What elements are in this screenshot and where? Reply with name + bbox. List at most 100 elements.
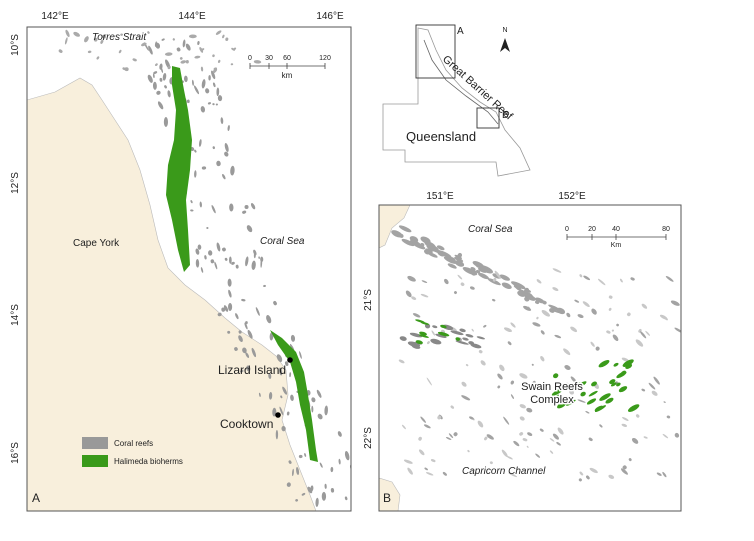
reef-shape: [469, 416, 474, 420]
reef-shape: [288, 460, 292, 464]
reef-shape: [221, 307, 226, 312]
legend-label: Halimeda bioherms: [114, 457, 183, 466]
reef-shape: [160, 67, 164, 73]
reef-shape: [588, 437, 593, 442]
reef-shape: [253, 249, 257, 256]
reef-shape: [507, 341, 512, 346]
reef-shape: [200, 106, 206, 113]
reef-shape: [211, 70, 216, 80]
reef-shape: [465, 334, 474, 338]
scale-bar: [566, 234, 667, 240]
lat-label: 22°S: [363, 427, 374, 449]
reef-shape: [454, 291, 457, 295]
reef-shape: [201, 79, 206, 89]
reef-shape: [242, 347, 247, 354]
reef-shape: [141, 42, 147, 47]
reef-shape: [663, 401, 666, 403]
reef-shape: [598, 360, 610, 368]
reef-shape: [605, 397, 614, 404]
reef-shape: [268, 373, 272, 379]
reef-shape: [279, 406, 284, 416]
reef-shape: [163, 117, 169, 127]
bioherm: [270, 330, 318, 462]
reef-shape: [640, 331, 647, 339]
reef-shape: [246, 365, 251, 372]
reef-shape: [497, 373, 503, 380]
reef-shape: [585, 411, 590, 414]
reef-shape: [468, 341, 475, 345]
reef-shape: [315, 497, 319, 507]
reef-shape: [292, 468, 294, 477]
reef-shape: [542, 300, 547, 305]
reef-shape: [552, 287, 559, 292]
panel-label: B: [383, 491, 391, 505]
reef-shape: [475, 265, 481, 269]
state-label: Queensland: [406, 129, 476, 144]
reef-shape: [553, 373, 559, 379]
reef-shape: [185, 43, 191, 51]
reef-shape: [610, 382, 617, 387]
reef-shape: [231, 261, 235, 265]
reef-shape: [58, 49, 63, 53]
reef-shape: [206, 226, 209, 229]
reef-shape: [591, 308, 597, 315]
reef-shape: [557, 427, 564, 435]
reef-shape: [580, 391, 586, 397]
reef-shape: [549, 438, 555, 442]
place-label: Swain Reefs: [521, 381, 583, 393]
reef-shape: [280, 395, 283, 399]
reef-shape: [212, 54, 215, 58]
reef-shape: [278, 367, 283, 376]
inset-map: [382, 27, 531, 177]
reef-shape: [290, 334, 296, 342]
reef-shape: [275, 429, 279, 440]
reef-shape: [430, 338, 442, 345]
lon-label: 144°E: [178, 11, 206, 22]
reef-shape: [653, 376, 660, 385]
reef-shape: [205, 88, 210, 94]
reef-shape: [519, 404, 526, 409]
panel-b-map: [379, 205, 681, 511]
place-label: Coral Sea: [468, 224, 513, 235]
reef-shape: [212, 103, 215, 106]
scale-label: 120: [319, 55, 331, 62]
reef-shape: [164, 85, 167, 89]
reef-shape: [216, 242, 221, 252]
reef-shape: [492, 277, 497, 282]
reef-shape: [286, 411, 290, 416]
reef-shape: [447, 263, 457, 269]
reef-shape: [503, 283, 509, 288]
reef-shape: [616, 371, 627, 379]
reef-shape: [194, 55, 201, 59]
reef-shape: [459, 328, 466, 333]
reef-shape: [412, 242, 426, 250]
reef-shape: [612, 334, 619, 341]
reef-shape: [499, 274, 510, 281]
reef-shape: [180, 60, 187, 64]
reef-shape: [338, 458, 341, 465]
reef-shape: [535, 300, 540, 305]
reef-shape: [425, 472, 434, 476]
reef-shape: [442, 472, 447, 476]
reef-shape: [597, 278, 606, 286]
reef-shape: [215, 103, 218, 106]
reef-shape: [641, 388, 646, 392]
reef-shape: [622, 417, 629, 421]
reef-shape: [229, 203, 234, 212]
reef-shape: [409, 332, 423, 338]
reef-shape: [391, 230, 403, 238]
reef-shape: [570, 376, 577, 383]
land: [27, 77, 317, 511]
lon-label: 142°E: [41, 11, 69, 22]
reef-shape: [570, 326, 578, 333]
reef-shape: [330, 466, 334, 473]
reef-shape: [282, 386, 288, 395]
scale-unit: km: [282, 71, 293, 80]
reef-shape: [635, 414, 640, 418]
reef-shape: [118, 49, 122, 54]
scale-label: 0: [248, 55, 252, 62]
reef-shape: [124, 67, 129, 72]
reef-shape: [426, 377, 432, 386]
reef-shape: [454, 256, 464, 262]
reef-shape: [211, 205, 216, 214]
